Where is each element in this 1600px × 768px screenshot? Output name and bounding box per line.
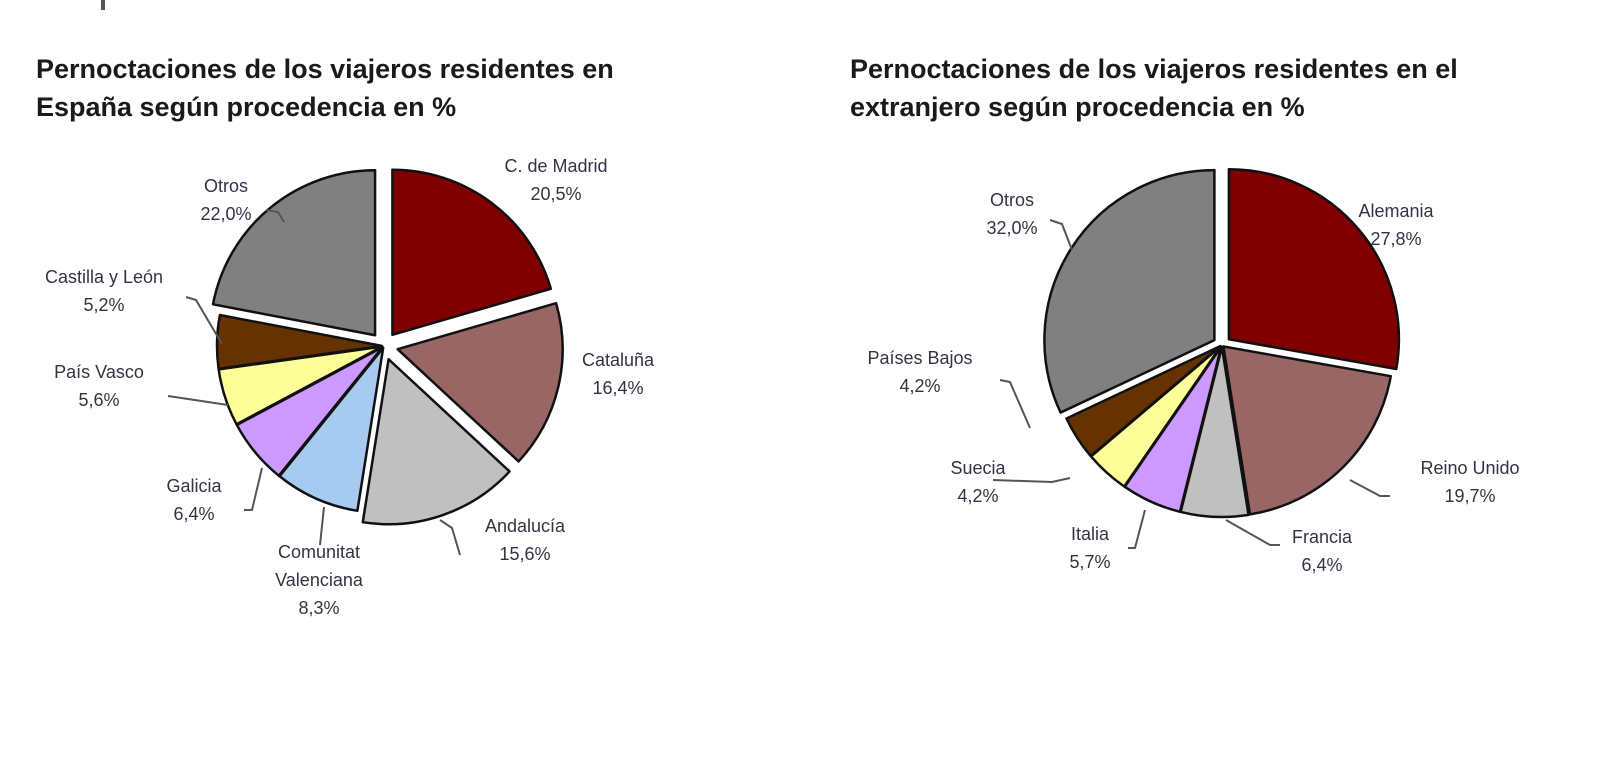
pie-slice-reino-unido: [1222, 345, 1393, 516]
slice-label-cataluna: Cataluña 16,4%: [582, 350, 655, 398]
pie-slice-paises-bajos: [1065, 344, 1222, 458]
leader-line-otros: [1049, 219, 1073, 251]
pie-slice-alemania: [1227, 167, 1401, 371]
slice-label-castilla-y-leon: Castilla y León 5,2%: [45, 267, 163, 315]
leader-line-andalucia: [439, 519, 461, 556]
slice-label-suecia: Suecia 4,2%: [950, 458, 1006, 506]
slice-label-comunitat-valenciana: Comunitat Valenciana 8,3%: [275, 542, 364, 618]
pie-slice-comunitat-valenciana: [278, 346, 385, 513]
leader-line-italia: [1128, 509, 1146, 549]
chart-title-spain-line-1: Pernoctaciones de los viajeros residente…: [36, 54, 614, 84]
slice-label-italia: Italia 5,7%: [1069, 524, 1110, 572]
leader-line-francia: [1225, 519, 1280, 546]
pie-slice-cataluna: [396, 301, 564, 463]
slice-label-reino-unido: Reino Unido 19,7%: [1420, 458, 1519, 506]
slice-label-c-de-madrid: C. de Madrid 20,5%: [504, 156, 607, 204]
slice-label-andalucia: Andalucía 15,6%: [485, 516, 566, 564]
pie-slice-c-de-madrid: [391, 168, 553, 337]
slice-label-pais-vasco: País Vasco 5,6%: [54, 362, 144, 410]
slice-label-galicia: Galicia 6,4%: [166, 476, 222, 524]
slice-label-paises-bajos: Países Bajos 4,2%: [867, 348, 972, 396]
leader-line-paises-bajos: [999, 379, 1031, 429]
slice-label-alemania: Alemania 27,8%: [1358, 201, 1434, 249]
chart-title-abroad-line-1: Pernoctaciones de los viajeros residente…: [850, 54, 1458, 84]
chart-title-abroad: Pernoctaciones de los viajeros residente…: [850, 50, 1570, 126]
chart-title-abroad-line-2: extranjero según procedencia en %: [850, 92, 1305, 122]
leader-line-galicia: [244, 467, 263, 511]
slice-label-otros: Otros 32,0%: [986, 190, 1037, 238]
leader-line-pais-vasco: [167, 395, 229, 406]
slice-label-francia: Francia 6,4%: [1292, 527, 1353, 575]
pie-slice-otros: [211, 168, 377, 337]
leader-line-otros: [265, 209, 285, 223]
slice-label-otros: Otros 22,0%: [200, 176, 251, 224]
pie-chart-abroad: Alemania 27,8% Reino Unido 19,7% Francia 6,4%…: [867, 167, 1520, 575]
cropped-text-fragment: [101, 0, 105, 10]
pie-slice-andalucia: [361, 357, 511, 526]
pie-slice-castilla-y-leon: [215, 313, 384, 370]
chart-title-spain: Pernoctaciones de los viajeros residente…: [36, 50, 736, 126]
leader-line-castilla-y-leon: [185, 296, 223, 345]
leader-line-reino-unido: [1349, 479, 1390, 497]
pie-chart-spain: C. de Madrid 20,5% Cataluña 16,4% Andalucía 1…: [45, 156, 655, 618]
leader-line-suecia: [992, 477, 1071, 484]
chart-title-spain-line-2: España según procedencia en %: [36, 92, 457, 122]
leader-line-comunitat-valenciana: [319, 506, 325, 546]
